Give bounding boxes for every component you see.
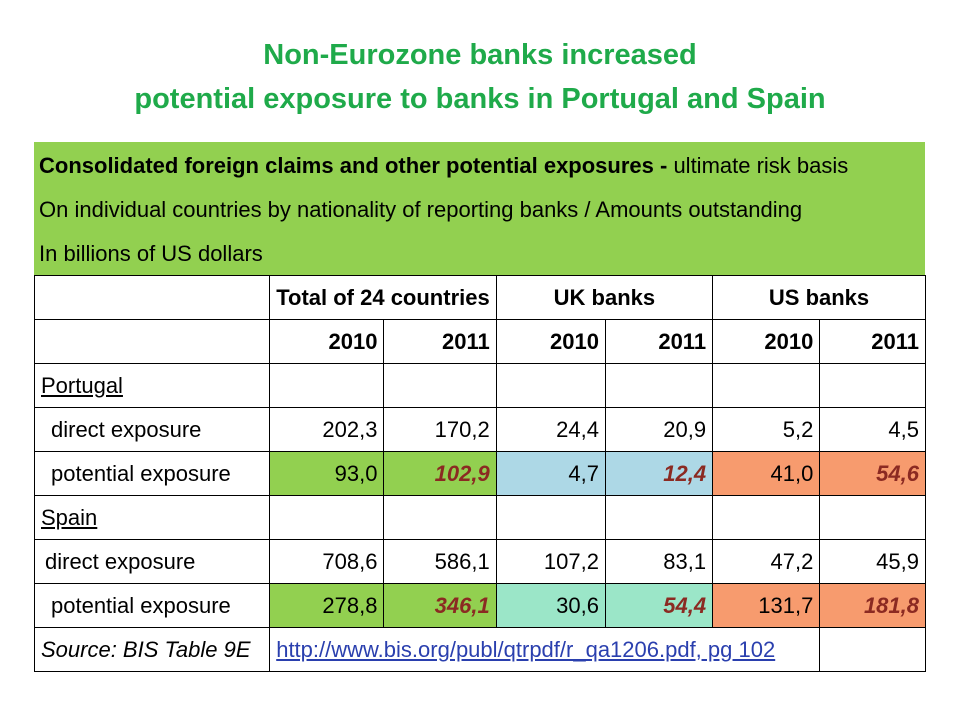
value-cell: 278,8 (269, 583, 385, 628)
source-label: Source: BIS Table 9E (33, 627, 271, 672)
header-line-2: On individual countries by nationality o… (39, 197, 803, 222)
portugal-direct-row: direct exposure 202,3 170,2 24,4 20,9 5,… (33, 407, 926, 452)
value-cell: 4,7 (495, 451, 606, 496)
value-cell: 24,4 (495, 407, 606, 452)
value-cell-highlight: 12,4 (604, 451, 714, 496)
value-cell: 93,0 (269, 451, 385, 496)
value-cell-highlight: 54,6 (819, 451, 926, 496)
source-link-cell: http://www.bis.org/publ/qtrpdf/r_qa1206.… (269, 627, 821, 672)
header-line-1-bold: Consolidated foreign claims and other po… (39, 153, 668, 178)
year-cell: 2011 (819, 319, 926, 364)
data-grid: Total of 24 countries UK banks US banks … (33, 275, 926, 672)
value-cell-highlight: 346,1 (383, 583, 497, 628)
value-cell-highlight: 181,8 (819, 583, 926, 628)
row-label: potential exposure (33, 451, 271, 496)
value-cell: 131,7 (712, 583, 821, 628)
value-cell: 586,1 (383, 539, 497, 584)
value-cell: 20,9 (604, 407, 714, 452)
value-cell: 4,5 (819, 407, 926, 452)
value-cell: 5,2 (712, 407, 821, 452)
table-header-band: Consolidated foreign claims and other po… (34, 142, 925, 275)
spain-row: Spain (33, 495, 926, 540)
spain-potential-row: potential exposure 278,8 346,1 30,6 54,4… (33, 583, 926, 628)
group-header-row: Total of 24 countries UK banks US banks (33, 275, 926, 320)
year-cell: 2010 (495, 319, 606, 364)
group-us: US banks (712, 275, 926, 320)
value-cell: 107,2 (495, 539, 606, 584)
value-cell: 202,3 (269, 407, 385, 452)
year-cell: 2010 (712, 319, 821, 364)
empty-cell (33, 319, 271, 364)
spain-direct-row: direct exposure 708,6 586,1 107,2 83,1 4… (33, 539, 926, 584)
group-total: Total of 24 countries (269, 275, 497, 320)
portugal-potential-row: potential exposure 93,0 102,9 4,7 12,4 4… (33, 451, 926, 496)
row-label: potential exposure (33, 583, 271, 628)
year-cell: 2011 (604, 319, 714, 364)
value-cell-highlight: 102,9 (383, 451, 497, 496)
group-uk: UK banks (495, 275, 714, 320)
year-cell: 2010 (269, 319, 385, 364)
header-line-1-rest: ultimate risk basis (667, 153, 849, 178)
year-header-row: 2010 2011 2010 2011 2010 2011 (33, 319, 926, 364)
country-label-portugal: Portugal (33, 363, 271, 408)
country-label-spain: Spain (33, 495, 271, 540)
value-cell: 30,6 (495, 583, 606, 628)
source-link[interactable]: http://www.bis.org/publ/qtrpdf/r_qa1206.… (276, 636, 776, 662)
header-line-1: Consolidated foreign claims and other po… (39, 144, 848, 188)
value-cell: 45,9 (819, 539, 926, 584)
value-cell: 708,6 (269, 539, 385, 584)
year-cell: 2011 (383, 319, 497, 364)
slide-title-line1: Non-Eurozone banks increased (263, 39, 697, 71)
empty-cell (33, 275, 271, 320)
row-label: direct exposure (33, 539, 271, 584)
value-cell: 83,1 (604, 539, 714, 584)
value-cell: 170,2 (383, 407, 497, 452)
row-label: direct exposure (33, 407, 271, 452)
value-cell-highlight: 54,4 (604, 583, 714, 628)
slide-title-line2: potential exposure to banks in Portugal … (134, 83, 826, 115)
empty-cell (819, 627, 926, 672)
value-cell: 47,2 (712, 539, 821, 584)
header-line-3: In billions of US dollars (39, 241, 263, 266)
value-cell: 41,0 (712, 451, 821, 496)
portugal-row: Portugal (33, 363, 926, 408)
source-row: Source: BIS Table 9E http://www.bis.org/… (33, 627, 926, 672)
